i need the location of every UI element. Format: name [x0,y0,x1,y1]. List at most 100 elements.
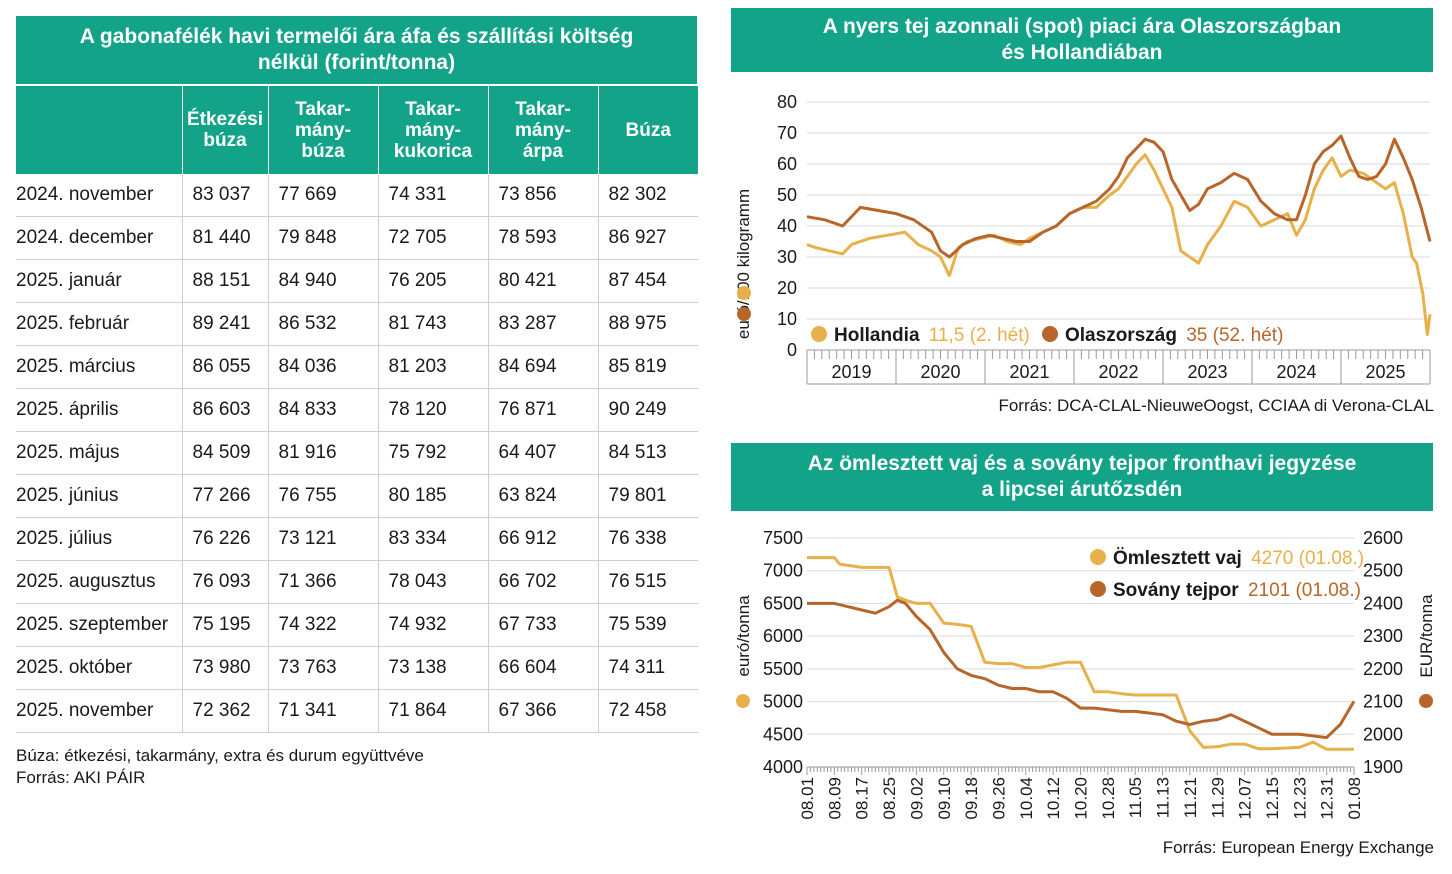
cell-month: 2025. augusztus [16,560,182,604]
cell-month: 2024. december [16,216,182,260]
cell-etkezesi-buza: 86 055 [181,345,268,389]
dairy-ytick-left-label: 5500 [763,659,803,679]
header-cell-month [16,86,182,174]
milk-ylabel-dot-olaszorszag [737,307,751,321]
legend-marker-hollandia [811,326,827,342]
dairy-x-tick-label: 11.13 [1154,777,1173,818]
milk-ytick-label: 60 [777,154,797,174]
cell-etkezesi-buza: 76 093 [181,560,268,604]
dairy-x-tick-label: 01.08 [1345,777,1364,820]
legend-name-vaj: Ömlesztett vaj 4270 (01.08.) [1113,548,1364,569]
dairy-x-tick-label: 12.15 [1263,777,1282,820]
cell-takarmany-kukorica: 73 138 [377,646,488,690]
dairy-ytick-right-label: 2000 [1363,724,1403,744]
table-row: 2025. október 73 980 73 763 73 138 66 604 74 … [16,646,698,690]
dairy-legend: Ömlesztett vaj 4270 (01.08.) Sovány tejp… [1090,548,1364,601]
milk-ytick-label: 70 [777,123,797,143]
milk-year-label: 2025 [1365,362,1405,382]
dairy-x-tick-label: 08.09 [825,777,844,820]
milk-ytick-label: 40 [777,216,797,236]
cell-month: 2025. február [16,302,182,346]
cell-takarmany-buza: 76 755 [267,474,378,518]
cell-month: 2025. május [16,431,182,475]
dairy-ytick-left-label: 7500 [763,528,803,548]
dairy-ylabel-right: EUR/tonna [1417,594,1436,678]
table-header-row: Étkezési búza Takar- mány- búza Takar- m… [16,86,698,174]
cell-buza: 72 458 [597,689,698,733]
cell-takarmany-buza: 71 366 [267,560,378,604]
milk-legend: Hollandia 11,5 (2. hét) Olaszország 35 (… [811,325,1283,346]
dairy-ylabel-left-dot [736,694,750,708]
dairy-ytick-left-label: 4500 [763,724,803,744]
cell-buza: 90 249 [597,388,698,432]
cell-takarmany-arpa: 83 287 [487,302,598,346]
dairy-x-tick-label: 10.20 [1072,777,1091,820]
header-cell-takarmany-buza: Takar- mány- búza [267,86,378,174]
cell-takarmany-buza: 81 916 [267,431,378,475]
cell-takarmany-kukorica: 74 331 [377,174,488,217]
cell-takarmany-arpa: 64 407 [487,431,598,475]
legend-value-tejpor: 2101 (01.08.) [1248,580,1361,601]
cell-takarmany-arpa: 67 733 [487,603,598,647]
legend-name-olaszorszag: Olaszország 35 (52. hét) [1065,325,1283,346]
cell-etkezesi-buza: 73 980 [181,646,268,690]
cell-takarmany-kukorica: 72 705 [377,216,488,260]
table-row: 2025. január 88 151 84 940 76 205 80 421 87 4… [16,259,698,303]
legend-name-vaj-text: Ömlesztett vaj [1113,548,1242,569]
cell-takarmany-arpa: 66 702 [487,560,598,604]
cell-month: 2025. július [16,517,182,561]
cell-buza: 84 513 [597,431,698,475]
cell-takarmany-arpa: 67 366 [487,689,598,733]
milk-ylabel-dot-hollandia [737,286,751,300]
cell-month: 2025. november [16,689,182,733]
table-notes: Búza: étkezési, takarmány, extra és duru… [16,745,706,789]
cell-month: 2025. október [16,646,182,690]
dairy-ytick-right-label: 2100 [1363,692,1403,712]
cell-takarmany-buza: 73 121 [267,517,378,561]
cell-takarmany-buza: 71 341 [267,689,378,733]
milk-ytick-label: 10 [777,309,797,329]
table-row: 2025. november 72 362 71 341 71 864 67 366 72… [16,689,698,733]
grain-table-title-text: A gabonafélék havi termelői ára áfa és s… [79,25,634,74]
cell-etkezesi-buza: 81 440 [181,216,268,260]
milk-series-line-hollandia [806,153,1432,336]
table-row: 2025. május 84 509 81 916 75 792 64 407 84 51… [16,431,698,475]
dairy-x-tick-label: 11.05 [1126,777,1145,818]
legend-name-tejpor-text: Sovány tejpor [1113,580,1239,601]
cell-buza: 76 338 [597,517,698,561]
cell-buza: 76 515 [597,560,698,604]
table-row: 2025. április 86 603 84 833 78 120 76 871 90 … [16,388,698,432]
cell-takarmany-buza: 86 532 [267,302,378,346]
header-cell-takarmany-kukorica: Takar- mány- kukorica [377,86,488,174]
legend-name-hollandia-text: Hollandia [834,325,920,346]
cell-etkezesi-buza: 86 603 [181,388,268,432]
table-source: Forrás: AKI PÁIR [16,768,146,787]
cell-buza: 74 311 [597,646,698,690]
table-row: 2024. november 83 037 77 669 74 331 73 856 82… [16,174,698,217]
cell-etkezesi-buza: 76 226 [181,517,268,561]
dairy-x-tick-label: 11.21 [1181,777,1200,818]
legend-value-hollandia: 11,5 (2. hét) [929,325,1030,346]
cell-takarmany-kukorica: 71 864 [377,689,488,733]
cell-month: 2025. június [16,474,182,518]
table-row: 2025. június 77 266 76 755 80 185 63 824 79 8… [16,474,698,518]
milk-year-label: 2019 [831,362,871,382]
dairy-x-tick-label: 09.02 [907,777,926,820]
cell-etkezesi-buza: 89 241 [181,302,268,346]
dairy-x-tick-label: 12.23 [1290,777,1309,820]
milk-source: Forrás: DCA-CLAL-NieuweOogst, CCIAA di V… [998,396,1434,415]
milk-year-label: 2020 [920,362,960,382]
cell-takarmany-kukorica: 75 792 [377,431,488,475]
milk-chart-title-line1: A nyers tej azonnali (spot) piaci ára Ol… [822,15,1342,38]
dairy-ytick-left-label: 7000 [763,561,803,581]
dairy-x-tick-label: 09.18 [962,777,981,820]
table-row: 2025. március 86 055 84 036 81 203 84 694 85 … [16,345,698,389]
cell-buza: 87 454 [597,259,698,303]
cell-etkezesi-buza: 88 151 [181,259,268,303]
cell-month: 2025. szeptember [16,603,182,647]
cell-takarmany-kukorica: 76 205 [377,259,488,303]
cell-takarmany-arpa: 78 593 [487,216,598,260]
dairy-ytick-right-label: 2400 [1363,593,1403,613]
cell-takarmany-arpa: 66 604 [487,646,598,690]
cell-buza: 88 975 [597,302,698,346]
